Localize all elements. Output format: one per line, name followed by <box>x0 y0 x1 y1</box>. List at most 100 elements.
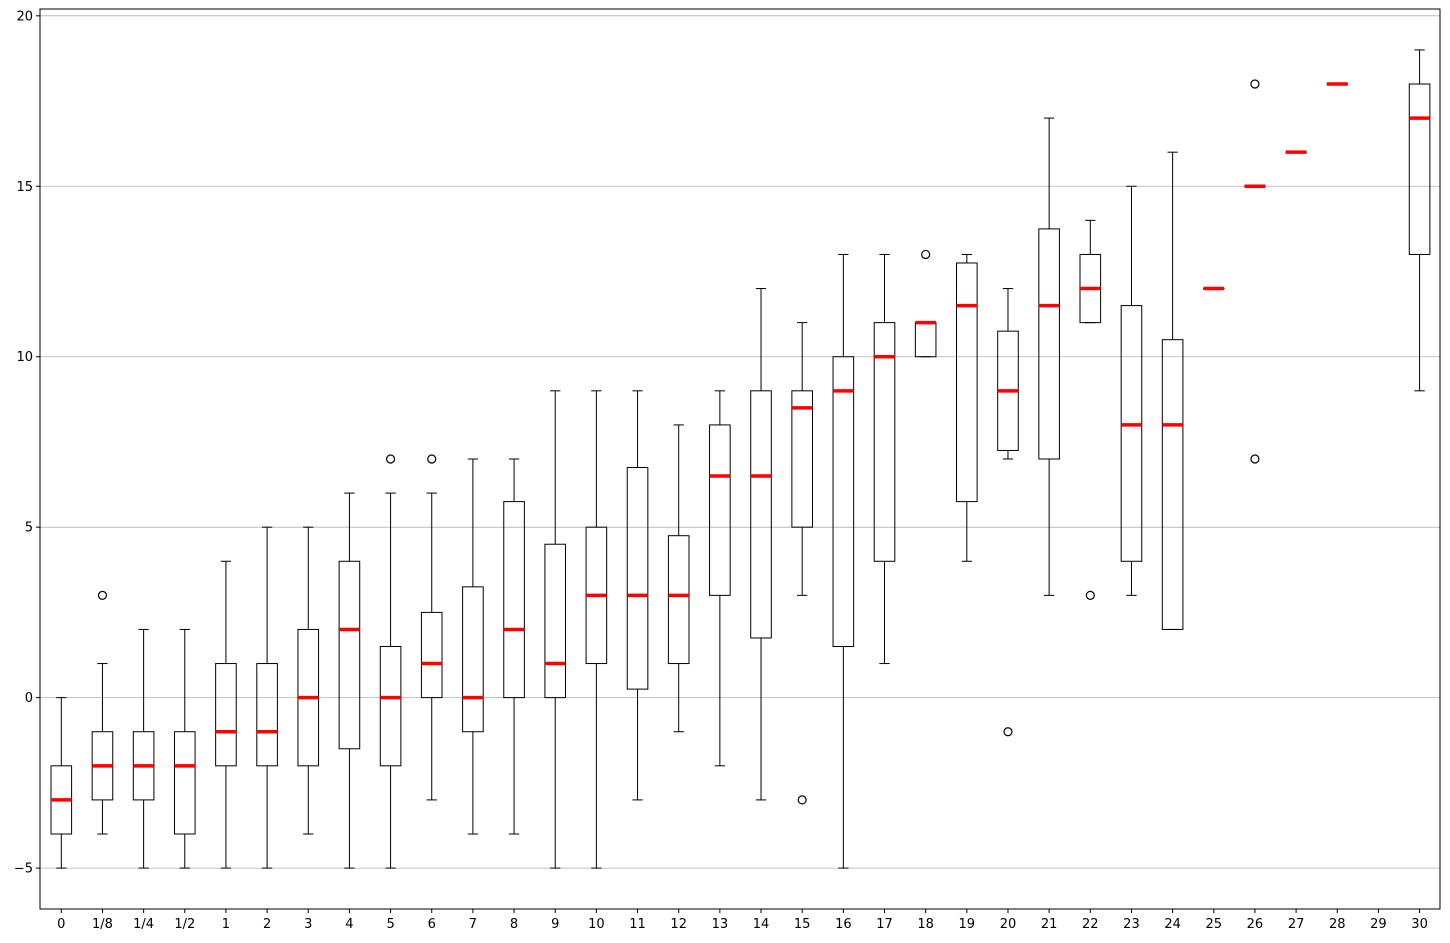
x-tick-label: 22 <box>1082 917 1099 932</box>
outlier-point <box>1250 79 1260 89</box>
box-1-8 <box>91 590 114 835</box>
box-16 <box>832 253 855 869</box>
x-tick-label: 26 <box>1247 917 1264 932</box>
x-axis: 0 1/8 1/4 1/2 1 2 3 4 5 6 7 8 9 10 11 12 13 14 15 16 17 18 19 2… <box>57 909 1428 932</box>
iqr-box <box>379 646 402 767</box>
iqr-box <box>544 543 567 699</box>
y-tick-label: 15 <box>16 180 33 195</box>
iqr-box <box>215 663 237 767</box>
x-tick-label: 12 <box>670 917 687 932</box>
iqr-box <box>667 535 690 665</box>
outlier-point <box>921 249 931 260</box>
x-tick-label: 1 <box>222 917 230 932</box>
box-24 <box>1161 151 1184 630</box>
outlier-point <box>1003 727 1013 737</box>
iqr-box <box>173 731 196 835</box>
y-tick-label: 0 <box>25 691 33 706</box>
x-tick-label: 15 <box>794 917 811 932</box>
y-gridlines <box>40 15 1440 869</box>
x-tick-label: 10 <box>588 917 605 932</box>
outlier-point <box>797 795 807 805</box>
outlier-point <box>385 454 396 464</box>
box-13 <box>709 390 731 767</box>
iqr-box <box>873 322 896 562</box>
x-tick-label: 14 <box>753 917 770 932</box>
x-tick-label: 1/2 <box>174 917 195 932</box>
box-19 <box>956 253 978 562</box>
y-axis: −5 0 5 10 15 20 <box>14 9 40 877</box>
iqr-box <box>709 424 731 596</box>
x-tick-label: 27 <box>1288 917 1305 932</box>
x-tick-label: 16 <box>835 917 852 932</box>
x-tick-label: 13 <box>712 917 729 932</box>
y-tick-label: 20 <box>16 9 33 24</box>
outlier-point <box>1085 590 1095 600</box>
iqr-box <box>914 322 937 358</box>
iqr-box <box>1408 83 1431 255</box>
box-18 <box>914 249 937 358</box>
box-14 <box>750 288 772 801</box>
x-tick-label: 20 <box>1000 917 1017 932</box>
x-tick-label: 24 <box>1164 917 1181 932</box>
outlier-point <box>427 454 437 464</box>
box-2 <box>256 526 278 869</box>
x-tick-label: 8 <box>510 917 518 932</box>
box-1 <box>215 560 237 869</box>
box-15 <box>791 322 813 805</box>
box-12 <box>667 424 690 733</box>
box-3 <box>297 526 320 835</box>
x-tick-label: 5 <box>386 917 394 932</box>
y-tick-label: 5 <box>25 521 33 536</box>
x-tick-label: 1/4 <box>133 917 154 932</box>
iqr-box <box>420 611 443 699</box>
iqr-box <box>256 663 278 767</box>
x-tick-label: 2 <box>263 917 271 932</box>
box-17 <box>873 253 896 665</box>
box-9 <box>544 390 567 869</box>
box-5 <box>379 454 402 869</box>
iqr-box <box>750 390 772 639</box>
iqr-box <box>832 356 855 647</box>
box-30 <box>1408 49 1431 392</box>
x-tick-label: 1/8 <box>92 917 113 932</box>
iqr-box <box>462 586 484 733</box>
iqr-box <box>626 467 649 690</box>
x-tick-label: 3 <box>304 917 312 932</box>
iqr-box <box>1038 228 1060 460</box>
iqr-box <box>956 262 978 503</box>
x-tick-label: 17 <box>876 917 893 932</box>
box-7 <box>462 458 484 835</box>
x-tick-label: 19 <box>959 917 976 932</box>
box-series <box>50 49 1431 869</box>
box-11 <box>626 390 649 801</box>
box-26 <box>1244 79 1266 464</box>
outlier-point <box>97 590 108 600</box>
x-tick-label: 11 <box>629 917 646 932</box>
x-tick-label: 25 <box>1206 917 1223 932</box>
box-10 <box>585 390 608 869</box>
outlier-point <box>1250 454 1260 464</box>
box-8 <box>503 458 525 835</box>
box-1-4 <box>132 628 155 869</box>
x-tick-label: 4 <box>345 917 353 932</box>
y-tick-label: 10 <box>16 350 33 365</box>
iqr-box <box>1120 305 1143 562</box>
x-tick-label: 28 <box>1329 917 1346 932</box>
plot-area-frame <box>39 8 1441 910</box>
x-tick-label: 21 <box>1041 917 1058 932</box>
x-tick-label: 7 <box>469 917 477 932</box>
x-tick-label: 18 <box>917 917 934 932</box>
box-1-2 <box>173 628 196 869</box>
box-22 <box>1079 219 1102 600</box>
box-0 <box>50 697 73 869</box>
iqr-box <box>1161 339 1184 630</box>
x-tick-label: 29 <box>1370 917 1387 932</box>
y-tick-label: −5 <box>14 862 33 877</box>
iqr-box <box>791 390 813 528</box>
x-tick-label: 23 <box>1123 917 1140 932</box>
x-tick-label: 6 <box>428 917 436 932</box>
iqr-box <box>338 560 361 750</box>
x-tick-label: 0 <box>57 917 65 932</box>
iqr-box <box>503 501 525 699</box>
